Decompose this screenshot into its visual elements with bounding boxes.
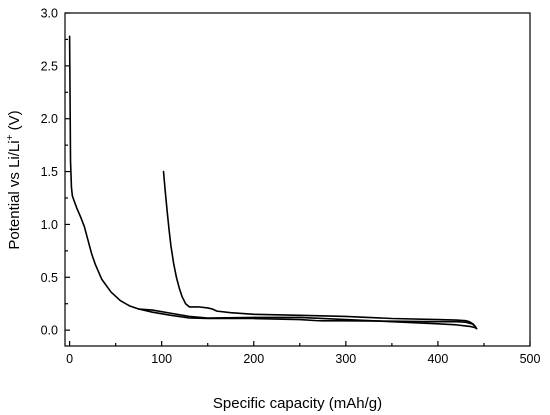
x-tick-label: 500 [520, 352, 541, 366]
y-tick-label: 2.5 [41, 59, 58, 73]
y-tick-label: 1.0 [41, 218, 58, 232]
curve-series-2 [137, 308, 478, 330]
y-tick-label: 0.5 [41, 271, 58, 285]
x-tick-label: 400 [427, 352, 448, 366]
y-tick-label: 2.0 [41, 112, 58, 126]
data-curves [68, 35, 478, 330]
y-axis-label-main: Potential vs Li/Li [6, 140, 23, 249]
x-tick-label: 200 [243, 352, 264, 366]
curve-series-3 [162, 170, 477, 328]
y-tick-label: 3.0 [41, 7, 58, 21]
curve-series-1 [68, 35, 478, 330]
axis-ticks: 0 100 200 300 400 500 0.0 0.5 1.0 1.5 2.0 2.5 3.0 [41, 7, 541, 367]
y-tick-label: 1.5 [41, 165, 58, 179]
x-tick-label: 0 [66, 352, 73, 366]
x-tick-label: 300 [335, 352, 356, 366]
x-axis-label: Specific capacity (mAh/g) [213, 395, 382, 412]
y-axis-label-unit: (V) [6, 110, 23, 134]
y-axis-label: Potential vs Li/Li+ (V) [5, 110, 23, 249]
y-tick-label: 0.0 [41, 324, 58, 338]
x-tick-label: 100 [151, 352, 172, 366]
plot-frame [64, 12, 531, 347]
y-axis-label-superscript: + [5, 134, 16, 140]
